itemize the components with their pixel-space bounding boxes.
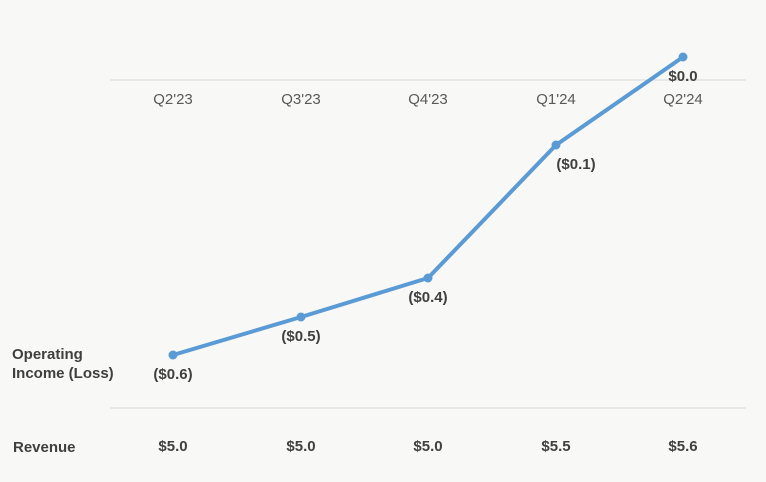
revenue-value: $5.5 [541, 438, 571, 455]
revenue-value: $5.6 [668, 438, 698, 455]
data-label: ($0.1) [556, 156, 596, 173]
category-label: Q1'24 [536, 91, 576, 108]
category-label: Q2'24 [663, 91, 703, 108]
data-label: ($0.4) [408, 289, 448, 306]
category-label: Q2'23 [153, 91, 193, 108]
category-label: Q3'23 [281, 91, 321, 108]
series-row-label-operating-income: Operating Income (Loss) [12, 346, 114, 382]
revenue-value: $5.0 [413, 438, 443, 455]
data-label: ($0.5) [281, 328, 321, 345]
revenue-value: $5.0 [286, 438, 316, 455]
series-row-label-revenue: Revenue [13, 439, 76, 456]
revenue-value: $5.0 [158, 438, 188, 455]
data-label: ($0.6) [153, 366, 193, 383]
category-label: Q4'23 [408, 91, 448, 108]
data-label: $0.0 [668, 68, 698, 85]
